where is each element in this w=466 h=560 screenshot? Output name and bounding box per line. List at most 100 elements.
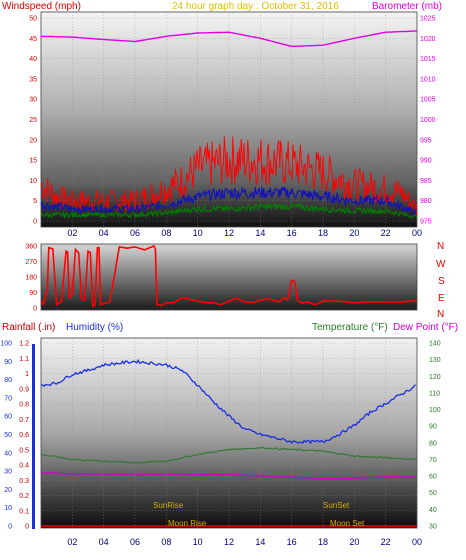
direction-letter: S (438, 276, 445, 287)
humidity-tick-label: 20 (4, 487, 12, 494)
barometer-axis-label: Barometer (mb) (372, 1, 442, 12)
wind-tick-label: 35 (29, 76, 37, 83)
rain-tick-label: 0.4 (19, 463, 29, 470)
x-tick-label: 12 (224, 228, 234, 238)
temp-tick-label: 130 (429, 357, 441, 364)
rain-tick-label: 0.3 (19, 478, 29, 485)
direction-series-line (40, 244, 418, 308)
gust-series-line (40, 136, 418, 216)
temp-tick-label: 140 (429, 341, 441, 348)
rain-tick-label: 0.5 (19, 447, 29, 454)
wind-tick-label: 10 (29, 178, 37, 185)
humidity-tick-label: 10 (4, 505, 12, 512)
x-tick-label: 08 (161, 537, 171, 547)
x-tick-label: 04 (99, 228, 109, 238)
x-tick-label: 16 (287, 537, 297, 547)
direction-letter: W (436, 259, 446, 270)
temp-tick-label: 120 (429, 374, 441, 381)
wind-tick-label: 25 (29, 117, 37, 124)
x-tick-label: 18 (318, 537, 328, 547)
rain-tick-label: 0.9 (19, 386, 29, 393)
direction-tick-label: 360 (25, 244, 37, 251)
rainfall-axis-label: Rainfall (.in) (2, 322, 55, 333)
temp-tick-label: 40 (429, 507, 437, 514)
direction-tick-label: 0 (33, 306, 37, 313)
rain-tick-label: 0.1 (19, 508, 29, 515)
direction-letter: E (438, 293, 445, 304)
sunrise-label: SunRise (153, 501, 184, 510)
baro-tick-label: 1015 (420, 56, 436, 63)
x-tick-label: 10 (193, 537, 203, 547)
temp-tick-label: 60 (429, 474, 437, 481)
x-tick-label: 16 (287, 228, 297, 238)
x-tick-label: 20 (349, 537, 359, 547)
x-tick-label: 14 (255, 228, 265, 238)
temp-tick-label: 70 (429, 457, 437, 464)
rain-tick-label: 1.2 (19, 341, 29, 348)
direction-tick-label: 90 (29, 290, 37, 297)
rain-tick-label: 0.7 (19, 417, 29, 424)
direction-letters: N W S E N (436, 241, 446, 320)
x-tick-label: 02 (67, 537, 77, 547)
wind-tick-label: 40 (29, 56, 37, 63)
barometer-series-line (40, 30, 418, 48)
direction-tick-label: 180 (25, 275, 37, 282)
humidity-axis-label: Humidity (%) (66, 322, 123, 333)
rain-tick-label: 0.6 (19, 432, 29, 439)
wind-tick-label: 50 (29, 16, 37, 23)
rain-tick-label: 0.2 (19, 493, 29, 500)
wind-tick-label: 20 (29, 137, 37, 144)
x-tick-label: 06 (130, 537, 140, 547)
humidity-axis-bar (32, 344, 35, 529)
sunset-label: SunSet (323, 501, 350, 510)
direction-letter: N (437, 241, 444, 252)
humidity-tick-label: 70 (4, 395, 12, 402)
humidity-tick-label: 30 (4, 469, 12, 476)
rain-tick-label: 0 (25, 524, 29, 531)
direction-plot-area (40, 243, 418, 311)
dewpoint-series-line (40, 471, 416, 480)
x-tick-label: 04 (99, 537, 109, 547)
x-tick-label: 14 (255, 537, 265, 547)
temperature-series-line (40, 446, 416, 464)
x-tick-label: 12 (224, 537, 234, 547)
humidity-plot-area (40, 337, 418, 529)
wind-series-line (40, 186, 418, 215)
x-tick-label: 08 (161, 228, 171, 238)
wind-tick-label: 30 (29, 97, 37, 104)
temperature-axis-label: Temperature (°F) (312, 322, 388, 333)
temp-tick-label: 50 (429, 490, 437, 497)
wind-tick-label: 0 (33, 219, 37, 226)
x-tick-label: 22 (381, 228, 391, 238)
x-tick-label: 00 (412, 228, 422, 238)
x-tick-label: 06 (130, 228, 140, 238)
baro-tick-label: 1010 (420, 76, 436, 83)
baro-tick-label: 980 (420, 198, 432, 205)
humidity-tick-label: 100 (0, 341, 12, 348)
baro-tick-label: 1000 (420, 117, 436, 124)
temp-tick-label: 30 (429, 524, 437, 531)
wind-tick-label: 5 (33, 198, 37, 205)
baro-tick-label: 1025 (420, 16, 436, 23)
dewpoint-axis-label: Dew Point (°F) (393, 322, 458, 333)
windspeed-axis-label: Windspeed (mph) (2, 1, 81, 12)
humidity-tick-label: 50 (4, 432, 12, 439)
baro-tick-label: 1005 (420, 97, 436, 104)
wind-tick-label: 45 (29, 36, 37, 43)
x-tick-label: 20 (349, 228, 359, 238)
temp-tick-label: 80 (429, 440, 437, 447)
wind-tick-label: 15 (29, 158, 37, 165)
baro-tick-label: 975 (420, 219, 432, 226)
data-marks (40, 30, 418, 527)
humidity-tick-label: 60 (4, 414, 12, 421)
baro-tick-label: 995 (420, 137, 432, 144)
humidity-series-line (40, 358, 416, 445)
humidity-tick-label: 90 (4, 359, 12, 366)
x-tick-label: 02 (67, 228, 77, 238)
direction-tick-label: 270 (25, 259, 37, 266)
x-tick-label: 22 (381, 537, 391, 547)
wind-low-series-line (40, 201, 418, 220)
moonset-label: Moon Set (330, 519, 365, 528)
x-tick-label: 00 (412, 537, 422, 547)
